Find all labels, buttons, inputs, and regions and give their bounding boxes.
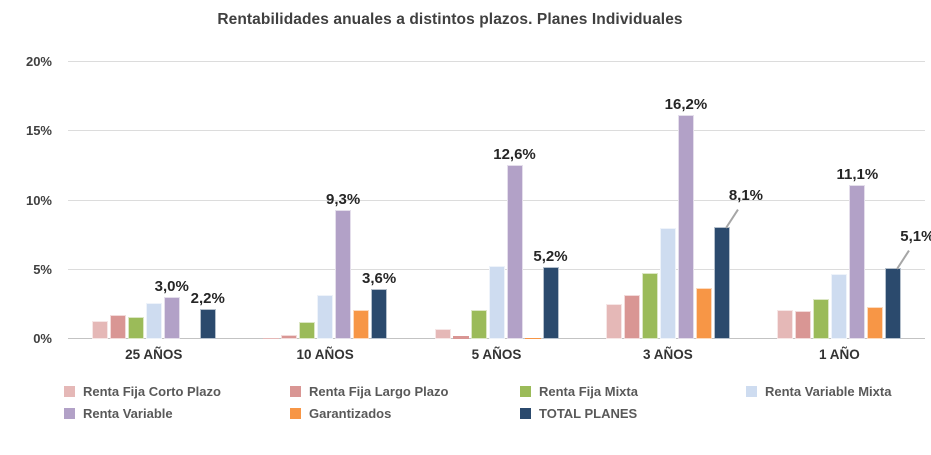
legend-swatch-icon	[290, 408, 301, 419]
data-label-renta-variable-5-anos: 12,6%	[493, 145, 536, 163]
y-tick-label-20%: 20%	[25, 54, 52, 69]
bar-renta-variable-1-ano: 11,1%	[836, 166, 878, 339]
y-axis: 0% 5% 10% 15% 20%	[0, 54, 52, 346]
bar-renta-variable-3-anos: 16,2%	[665, 96, 707, 339]
chart-title: Rentabilidades anuales a distintos plazo…	[217, 11, 683, 28]
category-label-3-anos: 3 AÑOS	[643, 347, 693, 362]
legend-item-renta-fija-mixta: Renta Fija Mixta	[520, 384, 746, 399]
legend-label: Garantizados	[309, 406, 392, 421]
legend-item-renta-fija-corto-plazo: Renta Fija Corto Plazo	[64, 384, 290, 399]
data-label-total-planes-1-ano: 5,1%	[900, 228, 931, 246]
bar-group-10-anos: 9,3% 3,6% 10 AÑOS	[239, 62, 410, 362]
bar-garantizados-3-anos	[695, 287, 712, 339]
bar-renta-variable-mixta-5-anos	[488, 265, 505, 339]
data-label-renta-variable-3-anos: 16,2%	[664, 95, 708, 113]
legend: Renta Fija Corto Plazo Renta Fija Largo P…	[64, 384, 924, 421]
bar-total-planes-1-ano: 5,1%	[885, 228, 931, 339]
legend-item-renta-fija-largo-plazo: Renta Fija Largo Plazo	[290, 384, 520, 399]
y-tick-label-15%: 15%	[25, 123, 52, 139]
legend-swatch-icon	[520, 386, 531, 397]
category-label-10-anos: 10 AÑOS	[296, 347, 354, 362]
bar-renta-fija-mixta-1-ano	[813, 298, 830, 339]
bar-renta-fija-largo-plazo-10-anos	[281, 334, 298, 339]
legend-item-renta-variable: Renta Variable	[64, 406, 290, 421]
bar-group-25-anos: 3,0% 2,2% 25 AÑOS	[68, 62, 239, 362]
bar-renta-variable-mixta-10-anos	[317, 294, 334, 339]
bar-renta-fija-mixta-10-anos	[299, 322, 316, 339]
bar-renta-fija-corto-plazo-1-ano	[777, 309, 794, 339]
legend-swatch-icon	[64, 408, 75, 419]
legend-label: Renta Variable Mixta	[765, 384, 892, 399]
legend-label: Renta Fija Mixta	[539, 384, 638, 399]
category-label-1-ano: 1 AÑO	[818, 347, 860, 362]
bar-renta-variable-mixta-25-anos	[145, 303, 162, 339]
bar-total-planes-5-anos: 5,2%	[533, 248, 568, 339]
bar-renta-fija-corto-plazo-3-anos	[605, 304, 622, 339]
legend-label: Renta Fija Largo Plazo	[309, 384, 449, 399]
gridline-20%	[68, 61, 925, 62]
bar-renta-fija-mixta-3-anos	[641, 272, 658, 339]
legend-label: Renta Variable	[83, 406, 173, 421]
data-label-renta-variable-10-anos: 9,3%	[326, 191, 361, 209]
gridline-15%	[68, 130, 925, 132]
bar-renta-fija-corto-plazo-25-anos	[91, 321, 108, 339]
bar-renta-fija-largo-plazo-1-ano	[795, 311, 812, 339]
legend-item-renta-variable-mixta: Renta Variable Mixta	[746, 384, 924, 399]
label-leader-line	[725, 208, 739, 229]
bar-renta-fija-corto-plazo-5-anos	[434, 329, 451, 339]
bar-renta-fija-largo-plazo-5-anos	[452, 336, 469, 339]
bar-total-planes-25-anos: 2,2%	[191, 290, 225, 339]
legend-label: TOTAL PLANES	[539, 406, 638, 421]
category-label-5-anos: 5 AÑOS	[471, 347, 522, 362]
bar-renta-fija-largo-plazo-3-anos	[623, 294, 640, 339]
bar-renta-variable-mixta-3-anos	[659, 228, 676, 339]
bar-garantizados-1-ano	[867, 307, 884, 339]
bar-garantizados-5-anos	[524, 337, 541, 339]
bar-renta-variable-mixta-1-ano	[831, 273, 848, 339]
bar-renta-fija-largo-plazo-25-anos	[109, 315, 126, 339]
y-tick-label-5%: 5%	[33, 261, 52, 277]
category-label-25-anos: 25 AÑOS	[125, 347, 183, 362]
legend-label: Renta Fija Corto Plazo	[83, 384, 221, 399]
bar-renta-fija-mixta-5-anos	[470, 309, 487, 339]
data-label-total-planes-10-anos: 3,6%	[362, 270, 397, 288]
legend-swatch-icon	[520, 408, 531, 419]
gridline-10%	[68, 199, 925, 201]
legend-item-garantizados: Garantizados	[290, 406, 520, 421]
data-label-total-planes-3-anos: 8,1%	[728, 186, 764, 204]
data-label-renta-variable-1-ano: 11,1%	[836, 166, 879, 184]
label-leader-line	[896, 250, 911, 270]
bar-renta-variable-5-anos: 12,6%	[493, 146, 536, 339]
bar-renta-fija-mixta-25-anos	[127, 316, 144, 339]
bar-total-planes-10-anos: 3,6%	[362, 270, 396, 339]
data-label-total-planes-5-anos: 5,2%	[533, 247, 568, 265]
legend-swatch-icon	[290, 386, 301, 397]
bar-renta-variable-10-anos: 9,3%	[326, 191, 360, 339]
bar-group-3-anos: 16,2% 8,1% 3 AÑOS	[582, 62, 763, 362]
bar-group-1-ano: 11,1% 5,1% 1 AÑO	[754, 62, 931, 362]
bar-group-5-anos: 12,6% 5,2% 5 AÑOS	[411, 62, 582, 362]
legend-swatch-icon	[64, 386, 75, 397]
legend-item-total-planes: TOTAL PLANES	[520, 406, 746, 421]
data-label-total-planes-25-anos: 2,2%	[190, 289, 225, 307]
bar-renta-variable-25-anos: 3,0%	[155, 278, 189, 339]
bar-total-planes-3-anos: 8,1%	[713, 187, 763, 339]
y-tick-label-10%: 10%	[25, 192, 52, 208]
bar-renta-fija-corto-plazo-10-anos	[263, 337, 280, 339]
y-tick-label-0%: 0%	[33, 331, 52, 346]
legend-swatch-icon	[746, 386, 757, 397]
data-label-renta-variable-25-anos: 3,0%	[154, 278, 189, 296]
plot-area: 3,0% 2,2% 25 AÑOS 9,3% 3,6% 10 AÑOS 12,6% 5,2% 5…	[68, 61, 931, 362]
bar-garantizados-10-anos	[353, 309, 370, 339]
